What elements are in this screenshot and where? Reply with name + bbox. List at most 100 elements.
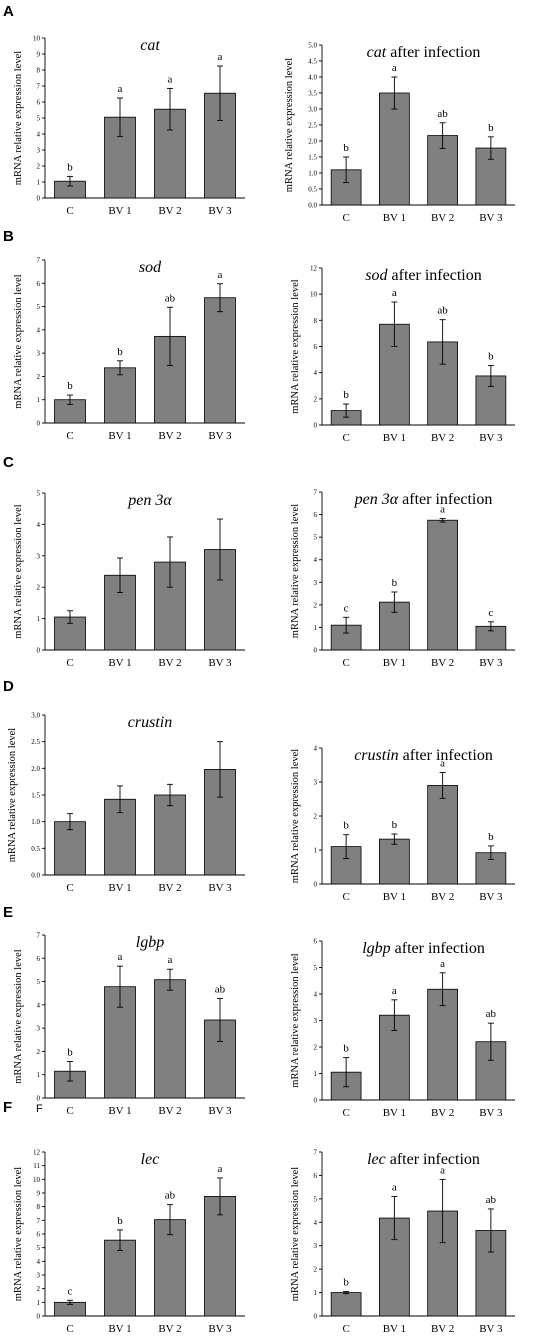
stray-label-f: F	[36, 1103, 43, 1115]
y-tick-label: 1	[37, 1299, 41, 1307]
x-category-label: BV 3	[208, 205, 232, 217]
significance-label: b	[67, 161, 73, 173]
y-tick-label: 5	[37, 1244, 41, 1252]
y-tick-label: 1	[314, 1070, 318, 1078]
chart-title: sod	[139, 259, 162, 276]
y-tick-label: 0	[37, 195, 41, 203]
y-tick-label: 1	[314, 624, 318, 632]
x-category-label: BV 3	[479, 212, 503, 224]
x-category-label: BV 3	[208, 1323, 232, 1335]
panel-letter-d: D	[3, 678, 14, 695]
x-category-label: BV 3	[208, 882, 232, 894]
x-category-label: BV 2	[431, 432, 454, 444]
y-tick-label: 4	[314, 745, 318, 753]
x-category-label: C	[342, 891, 349, 903]
x-category-label: BV 2	[158, 882, 181, 894]
x-category-label: BV 3	[479, 891, 503, 903]
bar-bv2	[154, 979, 186, 1099]
significance-label: b	[67, 1046, 73, 1058]
y-tick-label: 5	[37, 115, 41, 123]
y-tick-label: 6	[314, 343, 318, 351]
y-tick-label: 6	[37, 955, 41, 963]
chart-9: 0 1 2 3 4 5 6 7 mRNA relative expression level lg…	[13, 932, 245, 1117]
x-category-label: BV 2	[158, 430, 181, 442]
y-tick-label: 2	[37, 1048, 41, 1056]
significance-label: a	[440, 958, 445, 970]
y-tick-label: 1	[37, 1071, 41, 1079]
y-tick-label: 3	[37, 350, 41, 358]
significance-label: a	[392, 1182, 397, 1194]
significance-label: a	[440, 503, 445, 515]
x-category-label: BV 1	[383, 212, 406, 224]
y-tick-label: 7	[314, 489, 318, 497]
y-tick-label: 2	[37, 584, 41, 592]
y-tick-label: 1.0	[31, 818, 40, 826]
y-tick-label: 5.0	[308, 42, 317, 50]
y-tick-label: 4	[314, 1219, 318, 1227]
x-category-label: C	[342, 1107, 349, 1119]
y-tick-label: 10	[33, 1176, 41, 1184]
y-tick-label: 0.5	[308, 186, 317, 194]
significance-label: b	[488, 831, 494, 843]
y-axis-label: mRNA relative expression level	[13, 504, 24, 639]
bar-c	[54, 821, 86, 876]
y-tick-label: 7	[37, 83, 41, 91]
y-tick-label: 3	[314, 579, 318, 587]
y-tick-label: 5	[314, 534, 318, 542]
bar-bv2	[427, 519, 458, 651]
significance-label: b	[488, 122, 494, 134]
y-tick-label: 0	[37, 420, 41, 428]
significance-label: b	[392, 819, 398, 831]
y-tick-label: 4	[314, 556, 318, 564]
y-tick-label: 12	[310, 265, 318, 273]
chart-title: lec	[141, 1151, 160, 1168]
y-tick-label: 0	[314, 1097, 318, 1105]
y-tick-label: 5	[37, 490, 41, 498]
y-tick-label: 1	[37, 615, 41, 623]
y-tick-label: 4	[37, 131, 41, 139]
y-tick-label: 3	[37, 1025, 41, 1033]
x-category-label: BV 2	[158, 1323, 181, 1335]
y-axis-label: mRNA relative expression level	[13, 51, 24, 186]
significance-label: a	[118, 83, 123, 95]
y-tick-label: 2	[314, 1044, 318, 1052]
chart-title: lec after infection	[367, 1151, 480, 1168]
y-tick-label: 5	[314, 964, 318, 972]
panel-letter-a: A	[3, 3, 14, 20]
significance-label: a	[392, 985, 397, 997]
y-tick-label: 3.0	[31, 712, 40, 720]
y-tick-label: 0.0	[308, 202, 317, 210]
y-tick-label: 0	[314, 422, 318, 430]
y-axis-label: mRNA relative expression level	[290, 504, 301, 639]
significance-label: ab	[437, 305, 448, 317]
y-tick-label: 6	[37, 1231, 41, 1239]
y-tick-label: 2.0	[31, 765, 40, 773]
y-tick-label: 1	[314, 847, 318, 855]
significance-label: a	[168, 73, 173, 85]
y-tick-label: 7	[314, 1149, 318, 1157]
y-tick-label: 0	[314, 647, 318, 655]
y-axis-label: mRNA relative expression level	[13, 1167, 24, 1302]
x-category-label: C	[66, 882, 73, 894]
y-tick-label: 3.5	[308, 90, 317, 98]
significance-label: a	[392, 62, 397, 74]
x-category-label: BV 3	[479, 1323, 503, 1335]
significance-label: b	[488, 350, 494, 362]
chart-title: sod after infection	[365, 267, 481, 284]
y-tick-label: 8	[37, 67, 41, 75]
bar-bv1	[104, 1239, 136, 1317]
y-tick-label: 5	[37, 303, 41, 311]
significance-label: b	[343, 1043, 349, 1055]
significance-label: b	[343, 142, 349, 154]
y-tick-label: 7	[37, 932, 41, 940]
x-category-label: BV 1	[108, 205, 131, 217]
chart-7: 0.0 0.5 1.0 1.5 2.0 2.5 3.0 mRNA relative expre…	[7, 712, 245, 894]
y-tick-label: 3	[37, 1272, 41, 1280]
bar-bv1	[104, 367, 136, 424]
significance-label: ab	[165, 1190, 176, 1202]
y-tick-label: 10	[33, 35, 41, 43]
y-tick-label: 3	[314, 779, 318, 787]
y-tick-label: 6	[37, 99, 41, 107]
y-tick-label: 2	[314, 813, 318, 821]
